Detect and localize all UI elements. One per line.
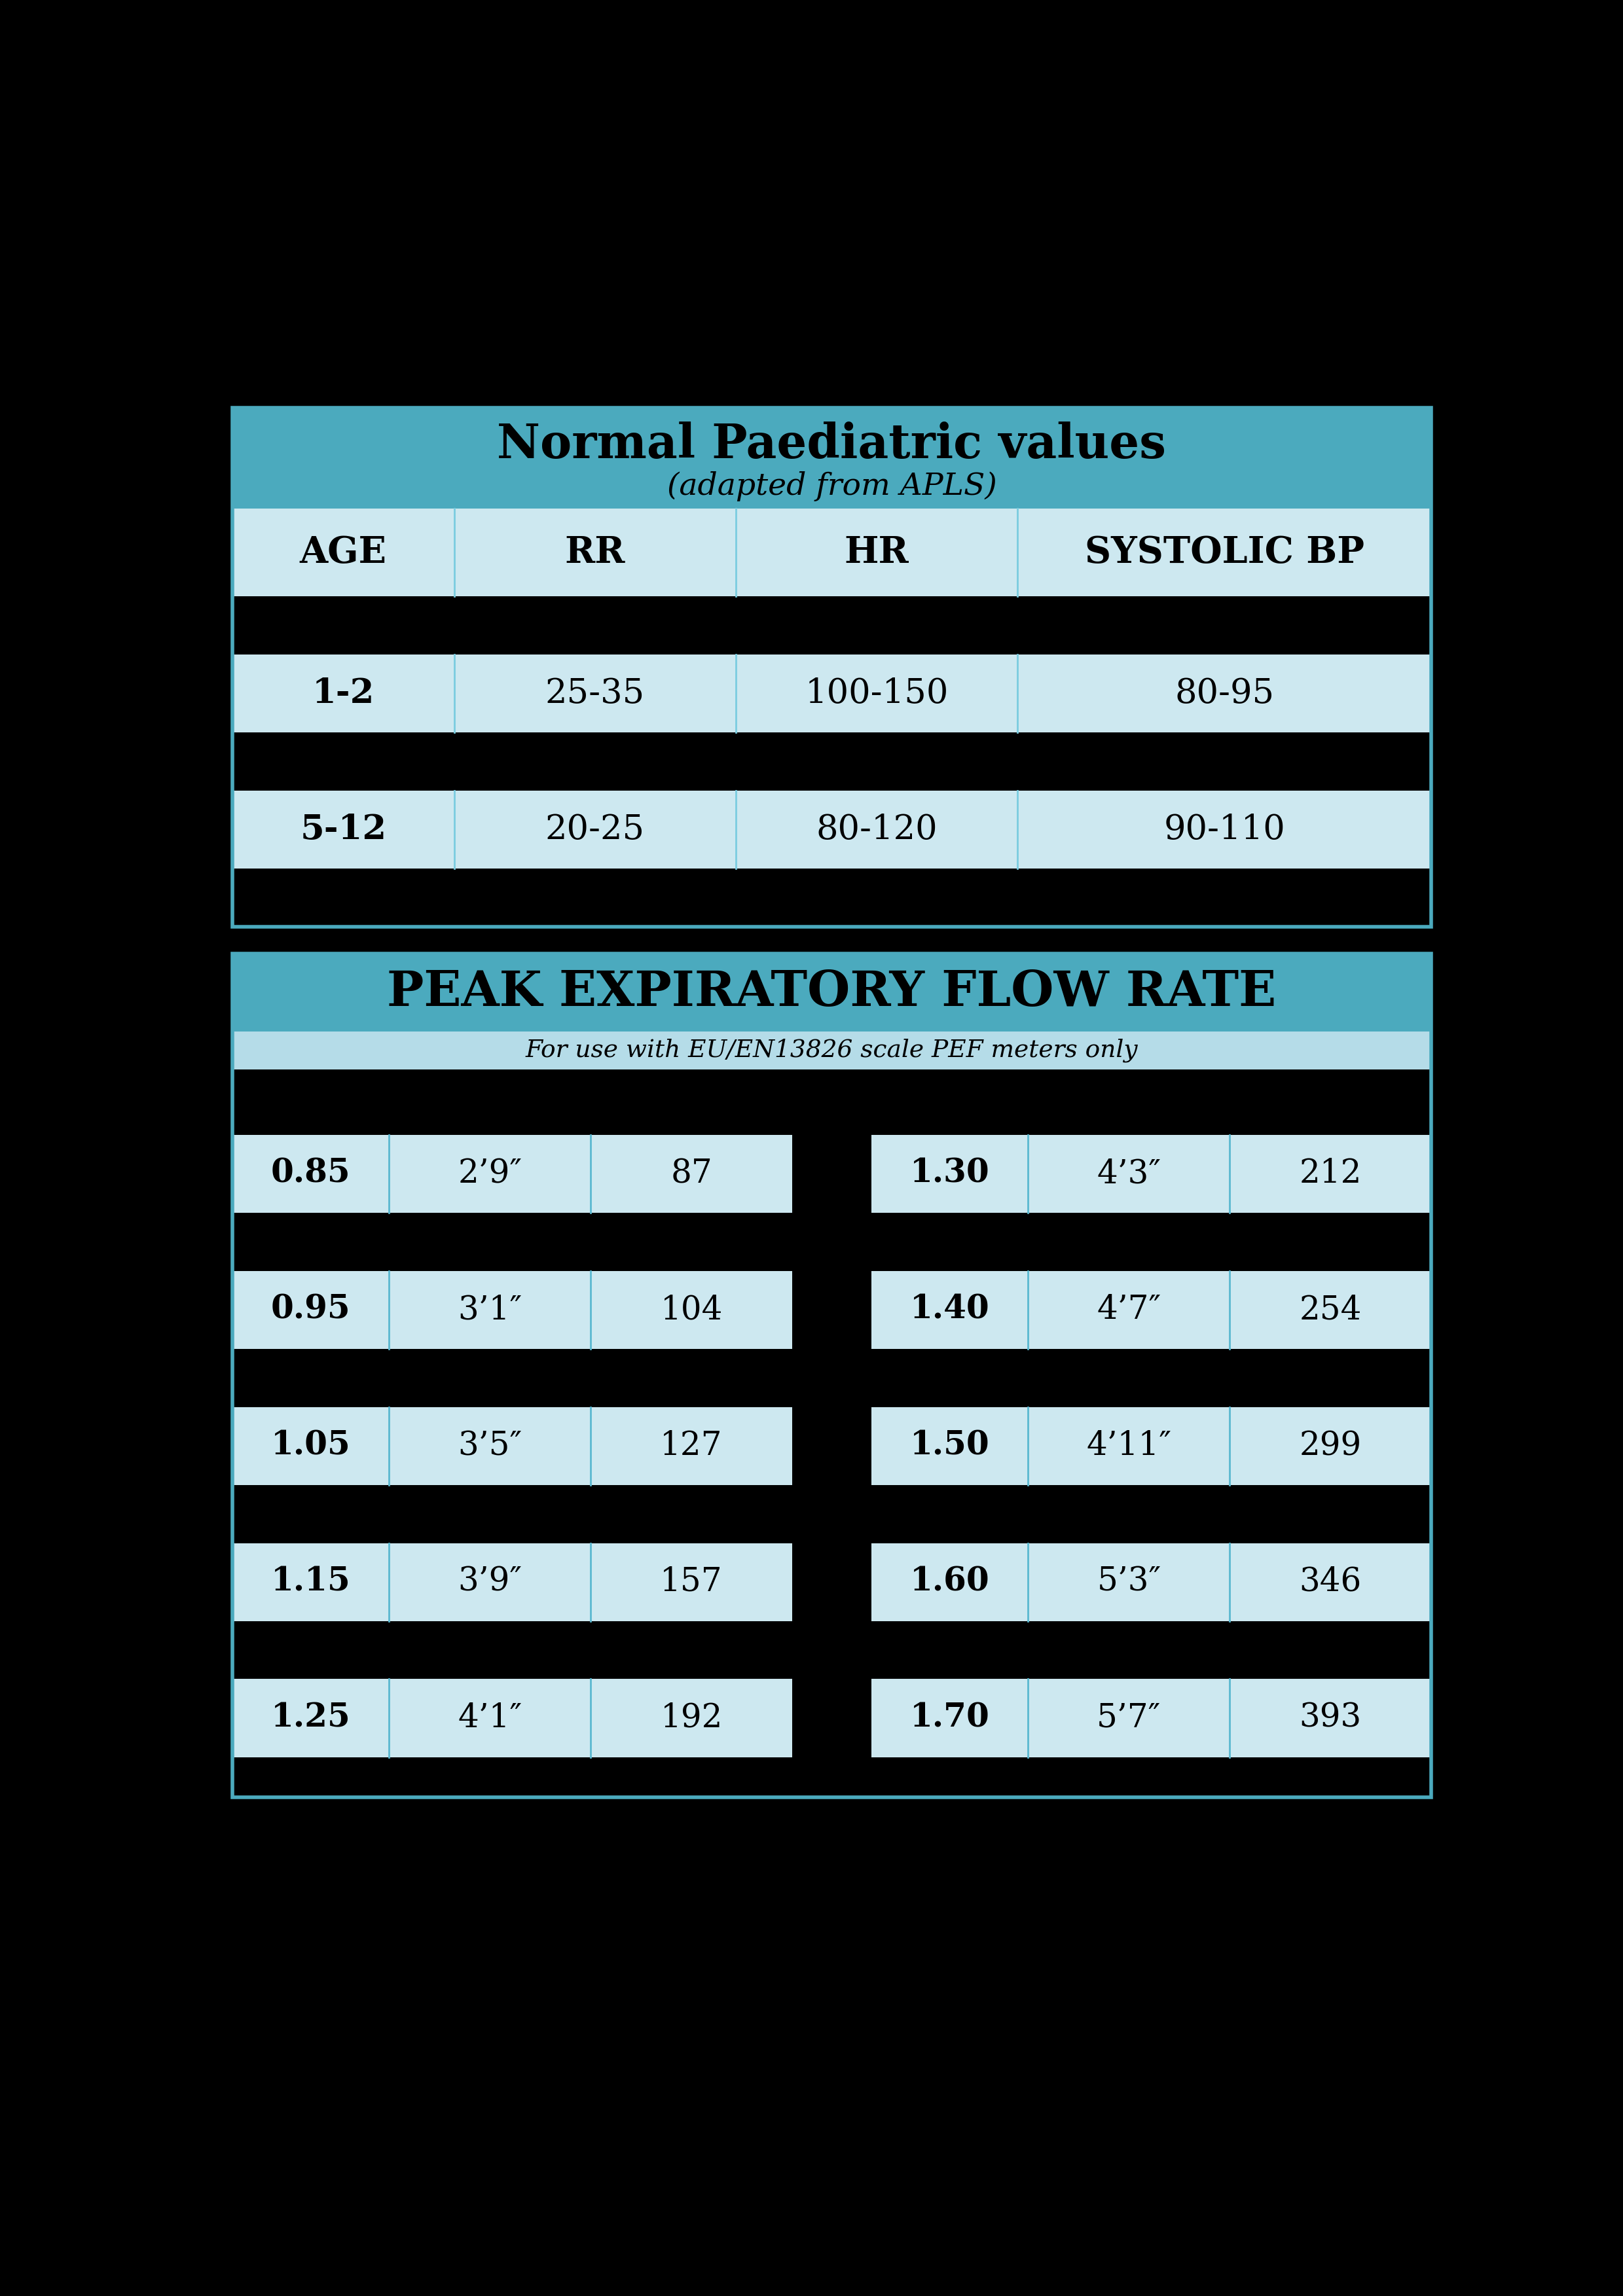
Text: 299: 299 xyxy=(1300,1430,1362,1463)
Text: (adapted from APLS): (adapted from APLS) xyxy=(667,471,997,501)
Text: 5-12: 5-12 xyxy=(300,813,386,847)
Bar xyxy=(232,1486,1431,1543)
Text: 4’1″: 4’1″ xyxy=(458,1701,523,1733)
Bar xyxy=(232,507,1431,597)
Text: 1.60: 1.60 xyxy=(911,1566,990,1598)
Bar xyxy=(232,1212,1431,1272)
Text: Normal Paediatric values: Normal Paediatric values xyxy=(497,422,1167,468)
Bar xyxy=(232,409,1431,507)
Bar xyxy=(232,953,1431,1798)
Bar xyxy=(872,1543,1431,1621)
Text: 104: 104 xyxy=(661,1293,722,1327)
Text: 212: 212 xyxy=(1300,1157,1362,1189)
Text: 254: 254 xyxy=(1300,1293,1362,1327)
Text: 90-110: 90-110 xyxy=(1164,813,1285,847)
Text: 4’11″: 4’11″ xyxy=(1086,1430,1172,1463)
Bar xyxy=(232,1350,1431,1407)
Bar xyxy=(232,654,1431,732)
Text: 2’9″: 2’9″ xyxy=(458,1157,523,1189)
Text: 0.85: 0.85 xyxy=(271,1157,351,1189)
Bar xyxy=(232,409,1431,928)
Text: 87: 87 xyxy=(670,1157,712,1189)
Text: RR: RR xyxy=(565,535,625,569)
Bar xyxy=(232,732,1431,790)
Text: 20-25: 20-25 xyxy=(545,813,644,847)
Text: 1.25: 1.25 xyxy=(271,1701,351,1733)
Text: 80-120: 80-120 xyxy=(816,813,938,847)
Text: 3’1″: 3’1″ xyxy=(458,1293,523,1327)
Bar xyxy=(232,953,1431,1031)
Text: 1.05: 1.05 xyxy=(271,1430,351,1463)
Bar xyxy=(872,1678,1431,1756)
Bar xyxy=(232,790,1431,868)
Text: 393: 393 xyxy=(1300,1701,1362,1733)
Text: 157: 157 xyxy=(661,1566,722,1598)
Text: For use with EU/EN13826 scale PEF meters only: For use with EU/EN13826 scale PEF meters… xyxy=(526,1038,1138,1063)
Text: 25-35: 25-35 xyxy=(545,677,644,709)
Bar xyxy=(232,1678,792,1756)
Text: AGE: AGE xyxy=(300,535,386,569)
Text: 4’3″: 4’3″ xyxy=(1097,1157,1160,1189)
Text: 0.95: 0.95 xyxy=(271,1295,351,1327)
Text: 1.15: 1.15 xyxy=(271,1566,351,1598)
Text: HR: HR xyxy=(844,535,909,569)
Bar xyxy=(872,1272,1431,1350)
Bar xyxy=(232,1621,1431,1678)
Bar xyxy=(232,1756,1431,1798)
Text: 3’9″: 3’9″ xyxy=(458,1566,523,1598)
Text: 1.70: 1.70 xyxy=(911,1701,990,1733)
Text: 4’7″: 4’7″ xyxy=(1097,1293,1160,1327)
Bar xyxy=(872,1407,1431,1486)
Bar xyxy=(872,1134,1431,1212)
Bar xyxy=(232,1407,792,1486)
Text: PEAK EXPIRATORY FLOW RATE: PEAK EXPIRATORY FLOW RATE xyxy=(388,969,1276,1017)
Text: 1-2: 1-2 xyxy=(312,677,375,709)
Bar xyxy=(232,1543,792,1621)
Text: 5’3″: 5’3″ xyxy=(1097,1566,1160,1598)
Text: 100-150: 100-150 xyxy=(805,677,948,709)
Bar xyxy=(232,1070,1431,1134)
Text: 80-95: 80-95 xyxy=(1175,677,1274,709)
Text: 1.40: 1.40 xyxy=(911,1295,990,1327)
Bar xyxy=(232,1134,792,1212)
Bar xyxy=(232,1272,792,1350)
Text: 1.30: 1.30 xyxy=(911,1157,990,1189)
Bar xyxy=(232,1031,1431,1070)
Text: 1.50: 1.50 xyxy=(911,1430,990,1463)
Bar xyxy=(232,597,1431,654)
Text: 127: 127 xyxy=(661,1430,722,1463)
Text: 3’5″: 3’5″ xyxy=(458,1430,523,1463)
Bar xyxy=(232,868,1431,928)
Text: SYSTOLIC BP: SYSTOLIC BP xyxy=(1084,535,1365,569)
Text: 346: 346 xyxy=(1300,1566,1362,1598)
Text: 192: 192 xyxy=(661,1701,722,1733)
Text: 5’7″: 5’7″ xyxy=(1097,1701,1160,1733)
